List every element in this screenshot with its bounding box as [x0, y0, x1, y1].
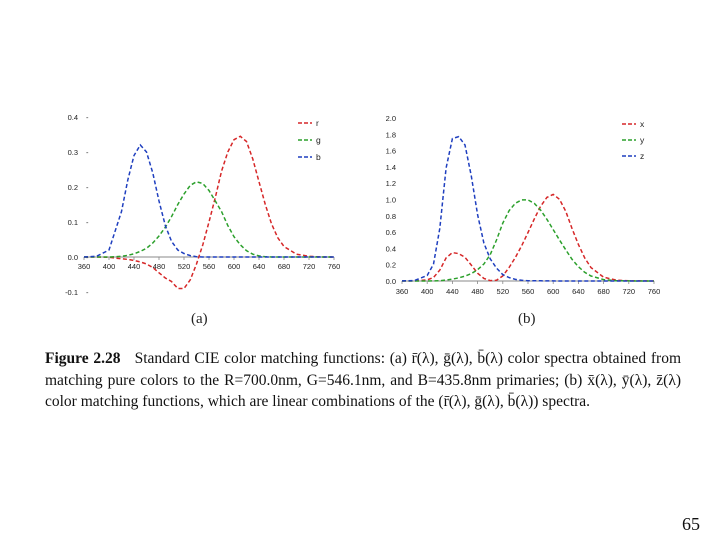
y-tick-label-0.3: 0.3 [68, 148, 78, 157]
y-tick-label-1.2: 1.2 [386, 179, 396, 188]
x-tick-label-560: 560 [203, 262, 216, 271]
y-tick-mark-0.4: - [86, 113, 89, 122]
legend-label-z: z [640, 151, 644, 161]
legend-label-y: y [640, 135, 645, 145]
x-tick-label-360: 360 [78, 262, 91, 271]
legend-label-x: x [640, 119, 645, 129]
y-tick-mark--0.1: - [86, 288, 89, 297]
x-tick-label-520: 520 [497, 287, 510, 296]
x-tick-label-520: 520 [178, 262, 191, 271]
chart-rgb-color-matching: 360 400 440 480 520 560 600 640 680 720 760-0.1 -0.… [65, 113, 341, 297]
x-tick-label-680: 680 [597, 287, 610, 296]
page-number: 65 [682, 514, 700, 534]
x-tick-label-480: 480 [471, 287, 484, 296]
x-tick-label-680: 680 [278, 262, 291, 271]
x-tick-label-720: 720 [303, 262, 316, 271]
x-tick-label-600: 600 [547, 287, 560, 296]
x-tick-label-440: 440 [446, 287, 459, 296]
y-tick-label-0.6: 0.6 [386, 228, 396, 237]
sublabel-a: (a) [191, 311, 208, 327]
x-tick-label-560: 560 [522, 287, 535, 296]
y-tick-label-1.6: 1.6 [386, 147, 396, 156]
y-tick-label-0.4: 0.4 [386, 244, 396, 253]
series-line-b [83, 143, 334, 258]
y-tick-label--0.1: -0.1 [65, 288, 78, 297]
legend-label-g: g [316, 135, 321, 145]
sublabel-b: (b) [518, 311, 536, 327]
y-tick-label-0.8: 0.8 [386, 212, 396, 221]
x-tick-label-640: 640 [572, 287, 585, 296]
x-tick-label-640: 640 [253, 262, 266, 271]
y-tick-label-0.2: 0.2 [386, 261, 396, 270]
series-line-z [401, 135, 654, 282]
series-line-r [84, 135, 334, 290]
x-tick-label-440: 440 [128, 262, 141, 271]
series-line-y [402, 199, 654, 282]
y-tick-label-0.0: 0.0 [68, 253, 78, 262]
figure-label: Figure 2.28 [45, 350, 121, 367]
chart-xyz-color-matching: 360 400 440 480 520 560 600 640 680 720 760 0.0 0.2 0… [386, 114, 661, 296]
y-tick-label-0.2: 0.2 [68, 183, 78, 192]
y-tick-label-0.4: 0.4 [68, 113, 78, 122]
y-tick-label-2.0: 2.0 [386, 114, 396, 123]
x-tick-label-480: 480 [153, 262, 166, 271]
x-tick-label-600: 600 [228, 262, 241, 271]
x-tick-label-400: 400 [103, 262, 116, 271]
legend-label-r: r [316, 118, 319, 128]
y-tick-label-0.0: 0.0 [386, 277, 396, 286]
y-tick-label-1.4: 1.4 [386, 163, 396, 172]
y-tick-label-1.0: 1.0 [386, 196, 396, 205]
legend-label-b: b [316, 152, 321, 162]
y-tick-mark-0.2: - [86, 183, 89, 192]
y-tick-label-0.1: 0.1 [68, 218, 78, 227]
x-tick-label-720: 720 [623, 287, 636, 296]
x-tick-label-360: 360 [396, 287, 409, 296]
x-tick-label-400: 400 [421, 287, 434, 296]
y-tick-mark-0.3: - [86, 148, 89, 157]
series-line-x [401, 193, 655, 282]
y-tick-label-1.8: 1.8 [386, 130, 396, 139]
caption-text: Standard CIE color matching functions: (… [45, 350, 682, 410]
x-tick-label-760: 760 [648, 287, 661, 296]
y-tick-mark-0.1: - [86, 218, 89, 227]
figure-caption: Figure 2.28 Standard CIE color matching … [45, 348, 681, 413]
x-tick-label-760: 760 [328, 262, 341, 271]
series-line-g [84, 180, 334, 258]
